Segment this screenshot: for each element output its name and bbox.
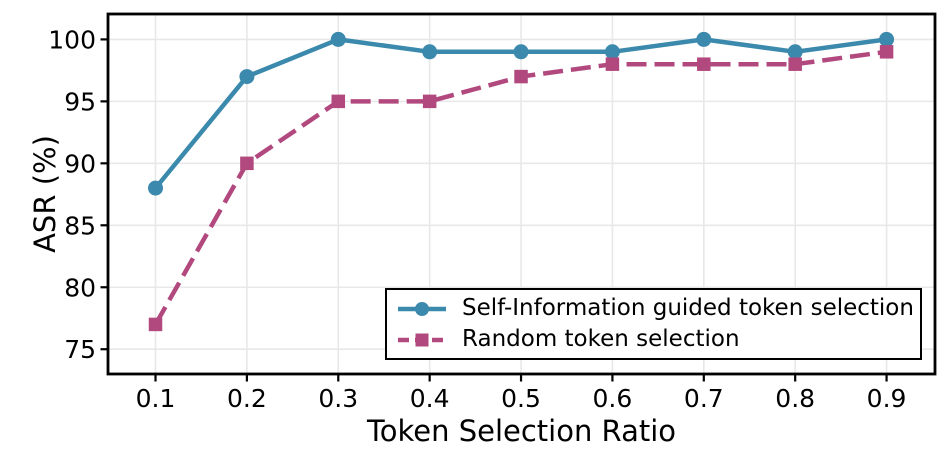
data-point-circle: [513, 44, 529, 60]
legend-item-self-information: Self-Information guided token selection: [396, 293, 920, 324]
y-tick-label: 80: [64, 273, 96, 302]
data-point-square: [697, 57, 711, 71]
x-tick-label: 0.3: [318, 384, 358, 413]
x-axis-label: Token Selection Ratio: [366, 414, 676, 448]
data-point-circle: [696, 31, 712, 47]
y-tick-label: 90: [64, 149, 96, 178]
data-point-circle: [330, 31, 346, 47]
data-point-circle: [148, 180, 164, 196]
x-tick-label: 0.7: [684, 384, 724, 413]
y-tick-label: 75: [64, 335, 96, 364]
data-point-square: [605, 57, 620, 71]
y-tick-label: 95: [64, 87, 96, 116]
data-point-square: [514, 69, 528, 84]
y-tick-label: 100: [48, 25, 96, 54]
data-point-square: [240, 156, 254, 171]
data-point-circle: [787, 44, 803, 60]
data-point-square: [879, 45, 894, 59]
x-tick-label: 0.8: [775, 384, 815, 413]
legend-sample-line-circle-icon: [398, 301, 446, 316]
y-axis-label: ASR (%): [28, 135, 62, 253]
data-point-circle: [239, 69, 255, 85]
data-point-circle: [422, 44, 438, 60]
y-tick-label: 85: [64, 211, 96, 240]
data-point-circle: [604, 44, 620, 60]
legend: Self-Information guided token selection …: [385, 288, 922, 360]
legend-sample-circle: [415, 301, 429, 316]
legend-label-random: Random token selection: [462, 326, 740, 352]
x-tick-label: 0.5: [501, 384, 541, 413]
x-tick-label: 0.1: [136, 384, 176, 413]
data-point-square: [788, 57, 802, 71]
data-point-square: [148, 317, 163, 332]
legend-sample-square: [415, 333, 429, 346]
legend-item-random: Random token selection: [396, 324, 920, 355]
legend-label-self-information: Self-Information guided token selection: [462, 295, 914, 321]
x-tick-label: 0.6: [593, 384, 633, 413]
legend-sample-line-square-icon: [398, 333, 446, 346]
data-point-circle: [879, 31, 895, 47]
x-tick-label: 0.2: [227, 384, 267, 413]
x-tick-label: 0.9: [867, 384, 907, 413]
data-point-square: [422, 94, 437, 109]
x-tick-label: 0.4: [410, 384, 450, 413]
data-point-square: [331, 94, 346, 109]
